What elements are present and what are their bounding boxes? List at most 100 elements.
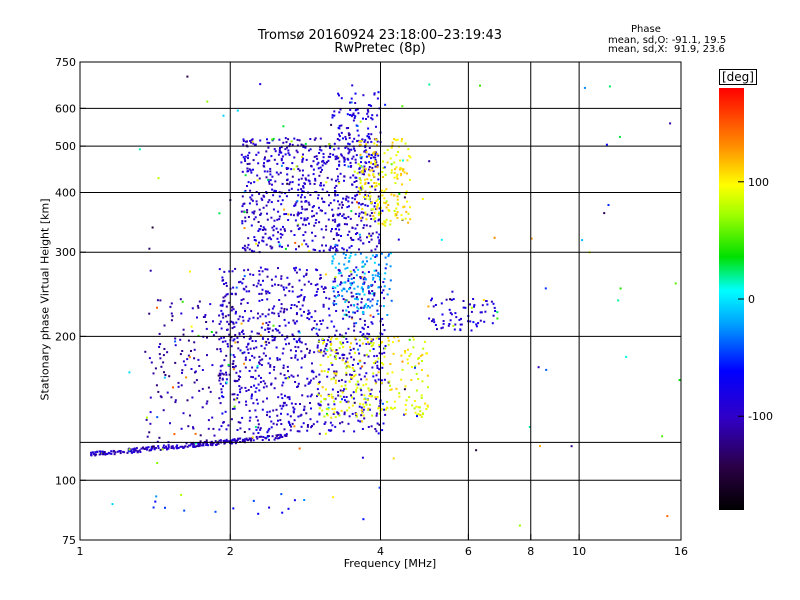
data-point — [371, 304, 374, 307]
data-point — [381, 362, 383, 364]
data-point — [370, 117, 373, 120]
data-point — [419, 410, 422, 413]
data-point — [348, 134, 351, 137]
data-point — [304, 384, 307, 387]
data-point — [338, 124, 341, 127]
data-point — [303, 310, 305, 313]
data-point — [309, 194, 312, 196]
data-point — [354, 227, 357, 230]
data-point — [359, 153, 362, 156]
data-point — [300, 341, 303, 344]
data-point — [257, 221, 260, 223]
data-point — [149, 411, 152, 414]
data-point — [222, 296, 225, 299]
data-point — [258, 270, 261, 272]
data-point — [335, 329, 338, 332]
data-point — [280, 284, 283, 287]
data-point — [291, 162, 294, 165]
data-point — [174, 399, 177, 402]
data-point — [352, 311, 355, 314]
data-point — [311, 231, 313, 234]
data-point — [382, 363, 385, 366]
data-point — [370, 388, 373, 391]
data-point — [340, 343, 343, 346]
data-point — [384, 224, 387, 227]
data-point — [409, 218, 412, 221]
data-point — [282, 364, 285, 367]
data-point — [239, 280, 242, 283]
data-point — [445, 298, 448, 301]
data-point — [389, 384, 391, 387]
data-point — [347, 196, 350, 199]
data-point — [285, 195, 288, 198]
data-point — [128, 448, 131, 451]
data-point — [320, 400, 323, 403]
data-point — [316, 346, 319, 349]
data-point — [350, 148, 353, 151]
data-point — [361, 166, 364, 169]
data-point — [350, 356, 353, 359]
data-point — [339, 271, 342, 274]
data-point — [292, 375, 295, 378]
data-point — [405, 399, 408, 402]
data-point — [113, 453, 116, 456]
data-point — [249, 169, 252, 172]
data-point — [198, 300, 201, 303]
data-point — [347, 158, 350, 161]
data-point — [154, 500, 157, 503]
data-point — [350, 277, 353, 280]
data-point — [362, 327, 365, 330]
data-point — [145, 418, 148, 421]
data-point — [356, 193, 359, 196]
data-point — [247, 216, 250, 218]
data-point — [368, 161, 371, 164]
data-point — [333, 186, 336, 189]
data-point — [295, 340, 298, 343]
data-point — [239, 370, 242, 373]
data-point — [347, 127, 350, 129]
data-point — [343, 353, 346, 356]
data-point — [362, 278, 365, 281]
data-point — [241, 205, 244, 208]
data-point — [309, 395, 312, 398]
data-point — [364, 401, 367, 404]
data-point — [323, 423, 326, 425]
data-point — [334, 194, 337, 197]
data-point — [365, 155, 368, 158]
data-point — [267, 338, 269, 341]
data-point — [376, 205, 378, 208]
data-point — [275, 346, 278, 349]
data-point — [454, 312, 457, 315]
data-point — [351, 157, 354, 160]
data-point — [459, 329, 462, 332]
data-point — [242, 156, 245, 159]
data-point — [364, 167, 367, 170]
data-point — [361, 428, 364, 430]
data-point — [394, 182, 397, 185]
data-point — [249, 347, 252, 350]
data-point — [250, 439, 252, 442]
data-point — [258, 355, 261, 358]
data-point — [253, 210, 256, 213]
data-point — [220, 388, 223, 391]
data-point — [267, 179, 270, 182]
data-point — [92, 453, 95, 455]
data-point — [366, 213, 369, 216]
data-point — [352, 358, 355, 361]
data-point — [159, 395, 162, 398]
data-point — [329, 152, 332, 155]
data-point — [319, 274, 322, 277]
data-point — [300, 196, 302, 199]
data-point — [219, 382, 222, 385]
data-point — [210, 440, 213, 443]
data-point — [298, 295, 301, 298]
data-point — [312, 205, 315, 208]
data-point — [331, 116, 334, 119]
data-point — [351, 404, 354, 407]
data-point — [345, 254, 347, 256]
data-point — [333, 370, 336, 373]
data-point — [332, 496, 335, 499]
data-point — [266, 435, 269, 438]
data-point — [368, 137, 371, 140]
data-point — [402, 168, 405, 171]
